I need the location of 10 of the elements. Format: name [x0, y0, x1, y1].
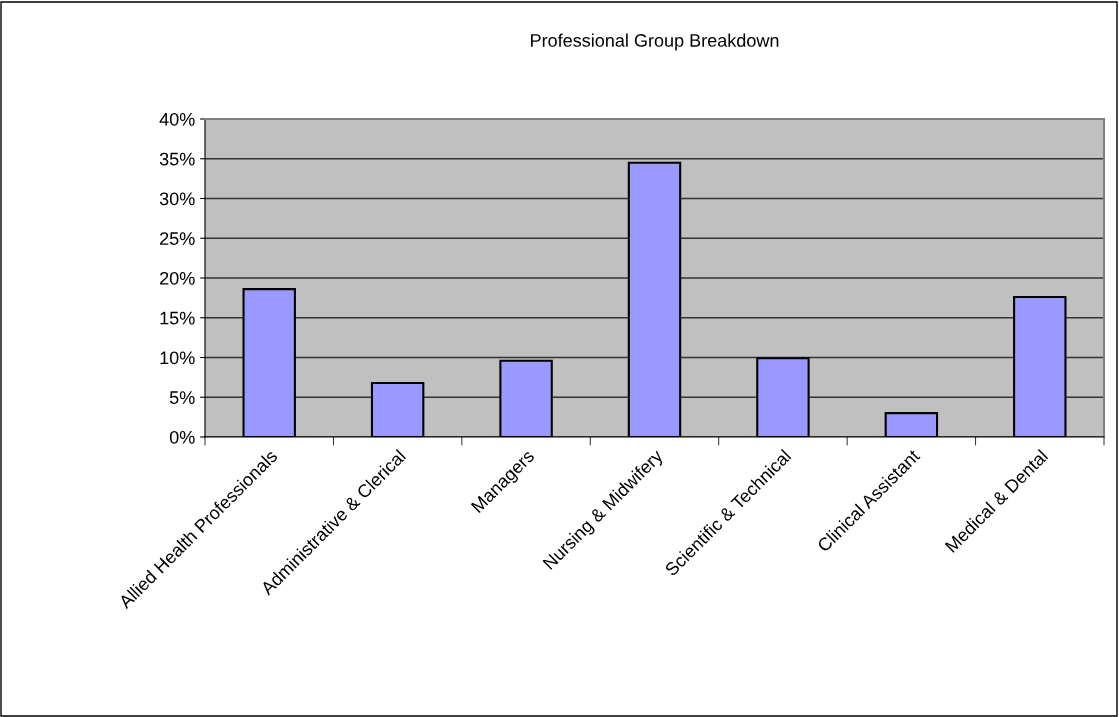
y-tick-label: 35% [159, 152, 195, 166]
y-tick-label: 25% [160, 232, 195, 245]
y-tick-label: 40% [159, 112, 195, 126]
y-tick-label: 10% [160, 351, 195, 365]
y-tick-label: 30% [159, 192, 195, 206]
y-tick-label: 5% [169, 391, 195, 404]
y-tick-label: 20% [160, 271, 195, 285]
chart-title: Professional Group Breakdown [531, 33, 779, 51]
y-tick-label: 0% [169, 430, 195, 444]
y-tick-label: 15% [160, 311, 195, 325]
